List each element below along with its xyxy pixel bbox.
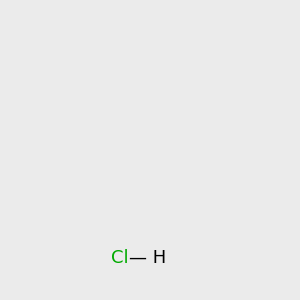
Text: Cl: Cl bbox=[111, 249, 129, 267]
Text: — H: — H bbox=[129, 249, 167, 267]
